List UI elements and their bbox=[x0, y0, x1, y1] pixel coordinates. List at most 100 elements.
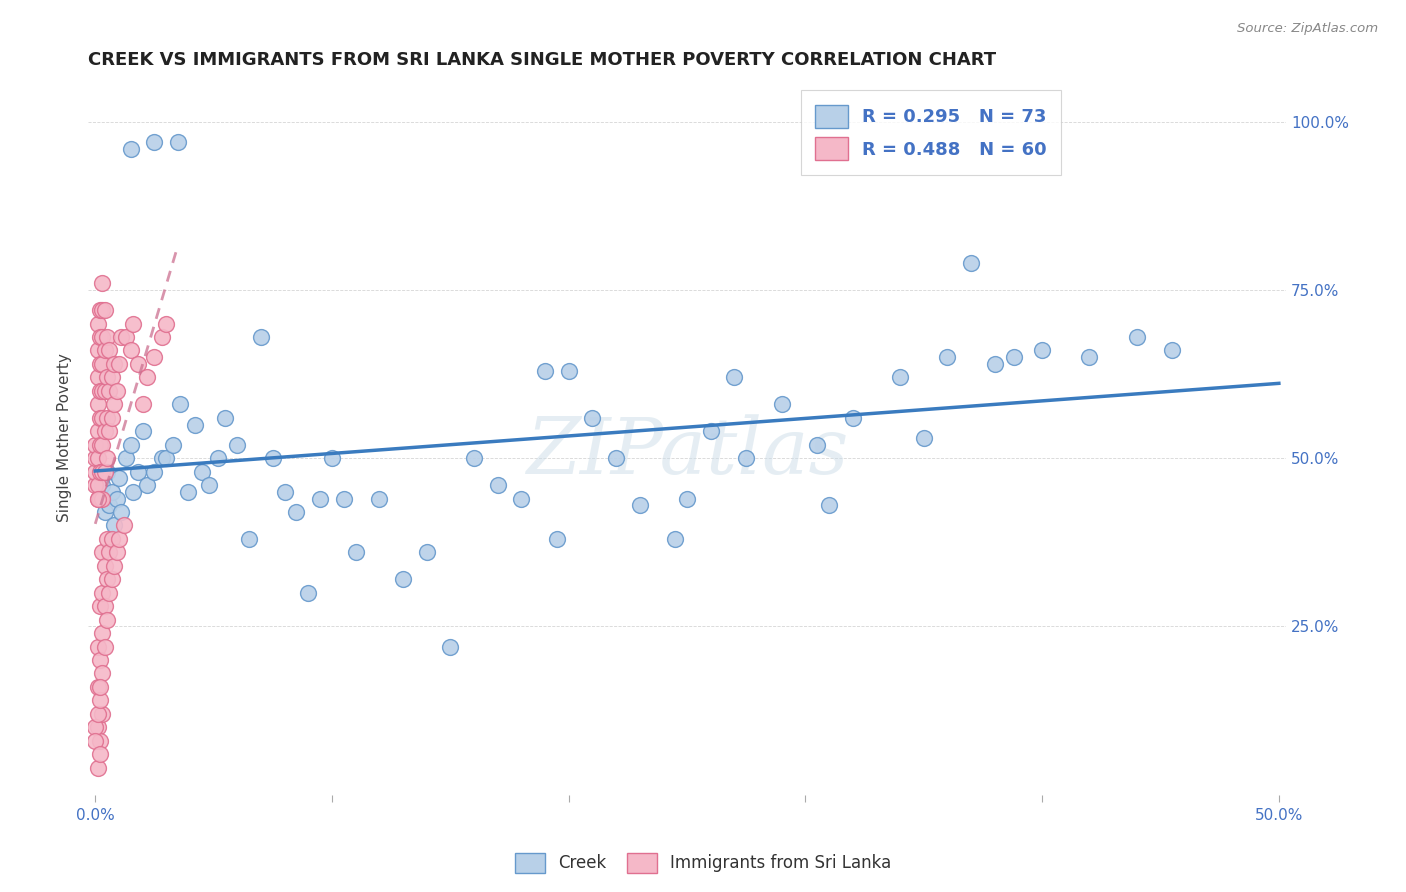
Point bbox=[86, 680, 108, 694]
Point bbox=[105, 384, 128, 398]
Point bbox=[101, 572, 124, 586]
Point bbox=[89, 410, 111, 425]
Point bbox=[534, 364, 557, 378]
Point bbox=[984, 357, 1007, 371]
Point bbox=[297, 585, 319, 599]
Point bbox=[91, 438, 114, 452]
Point bbox=[510, 491, 533, 506]
Point bbox=[960, 256, 983, 270]
Point bbox=[321, 451, 343, 466]
Point bbox=[392, 572, 415, 586]
Point bbox=[86, 451, 108, 466]
Point bbox=[110, 330, 132, 344]
Point bbox=[91, 276, 114, 290]
Point bbox=[191, 465, 214, 479]
Point bbox=[91, 585, 114, 599]
Point bbox=[150, 451, 173, 466]
Point bbox=[89, 357, 111, 371]
Point bbox=[115, 451, 138, 466]
Point bbox=[167, 135, 190, 149]
Point bbox=[183, 417, 205, 432]
Point bbox=[198, 478, 221, 492]
Point bbox=[1161, 343, 1184, 358]
Point bbox=[91, 384, 114, 398]
Point bbox=[89, 491, 111, 506]
Point bbox=[250, 330, 273, 344]
Point bbox=[84, 478, 107, 492]
Point bbox=[557, 364, 579, 378]
Point bbox=[89, 693, 111, 707]
Point bbox=[96, 613, 118, 627]
Point bbox=[101, 370, 124, 384]
Point bbox=[110, 505, 132, 519]
Point bbox=[699, 424, 721, 438]
Point bbox=[912, 431, 935, 445]
Point bbox=[84, 733, 107, 747]
Point bbox=[122, 484, 145, 499]
Point bbox=[98, 585, 121, 599]
Point bbox=[86, 720, 108, 734]
Point bbox=[89, 330, 111, 344]
Point bbox=[115, 330, 138, 344]
Point bbox=[93, 640, 115, 654]
Point bbox=[91, 303, 114, 318]
Point bbox=[770, 397, 793, 411]
Point bbox=[103, 518, 125, 533]
Point bbox=[84, 438, 107, 452]
Point bbox=[108, 532, 131, 546]
Point bbox=[86, 761, 108, 775]
Point bbox=[89, 747, 111, 762]
Point bbox=[93, 505, 115, 519]
Point bbox=[89, 303, 111, 318]
Point bbox=[285, 505, 308, 519]
Point bbox=[101, 484, 124, 499]
Point bbox=[89, 653, 111, 667]
Point bbox=[93, 558, 115, 573]
Point bbox=[1126, 330, 1149, 344]
Point bbox=[96, 451, 118, 466]
Point bbox=[207, 451, 229, 466]
Point bbox=[120, 142, 142, 156]
Point bbox=[98, 384, 121, 398]
Point bbox=[103, 357, 125, 371]
Point bbox=[93, 343, 115, 358]
Point bbox=[84, 451, 107, 466]
Point bbox=[546, 532, 568, 546]
Point bbox=[108, 471, 131, 485]
Legend: Creek, Immigrants from Sri Lanka: Creek, Immigrants from Sri Lanka bbox=[508, 847, 898, 880]
Point bbox=[93, 465, 115, 479]
Point bbox=[439, 640, 461, 654]
Point bbox=[226, 438, 249, 452]
Point bbox=[415, 545, 437, 559]
Point bbox=[86, 491, 108, 506]
Point bbox=[91, 626, 114, 640]
Point bbox=[86, 491, 108, 506]
Point bbox=[162, 438, 184, 452]
Point bbox=[368, 491, 391, 506]
Point bbox=[103, 397, 125, 411]
Point bbox=[93, 384, 115, 398]
Point bbox=[84, 465, 107, 479]
Point bbox=[155, 317, 177, 331]
Legend: R = 0.295   N = 73, R = 0.488   N = 60: R = 0.295 N = 73, R = 0.488 N = 60 bbox=[801, 90, 1062, 175]
Point bbox=[105, 545, 128, 559]
Point bbox=[91, 545, 114, 559]
Point bbox=[214, 410, 236, 425]
Point bbox=[273, 484, 295, 499]
Point bbox=[122, 317, 145, 331]
Point bbox=[86, 317, 108, 331]
Point bbox=[676, 491, 699, 506]
Point bbox=[91, 491, 114, 506]
Point bbox=[936, 350, 959, 364]
Point bbox=[91, 478, 114, 492]
Point bbox=[176, 484, 198, 499]
Point bbox=[86, 370, 108, 384]
Point bbox=[131, 397, 153, 411]
Point bbox=[842, 410, 865, 425]
Point bbox=[105, 491, 128, 506]
Point bbox=[91, 357, 114, 371]
Point bbox=[136, 370, 159, 384]
Point bbox=[127, 465, 149, 479]
Point bbox=[86, 343, 108, 358]
Point bbox=[98, 343, 121, 358]
